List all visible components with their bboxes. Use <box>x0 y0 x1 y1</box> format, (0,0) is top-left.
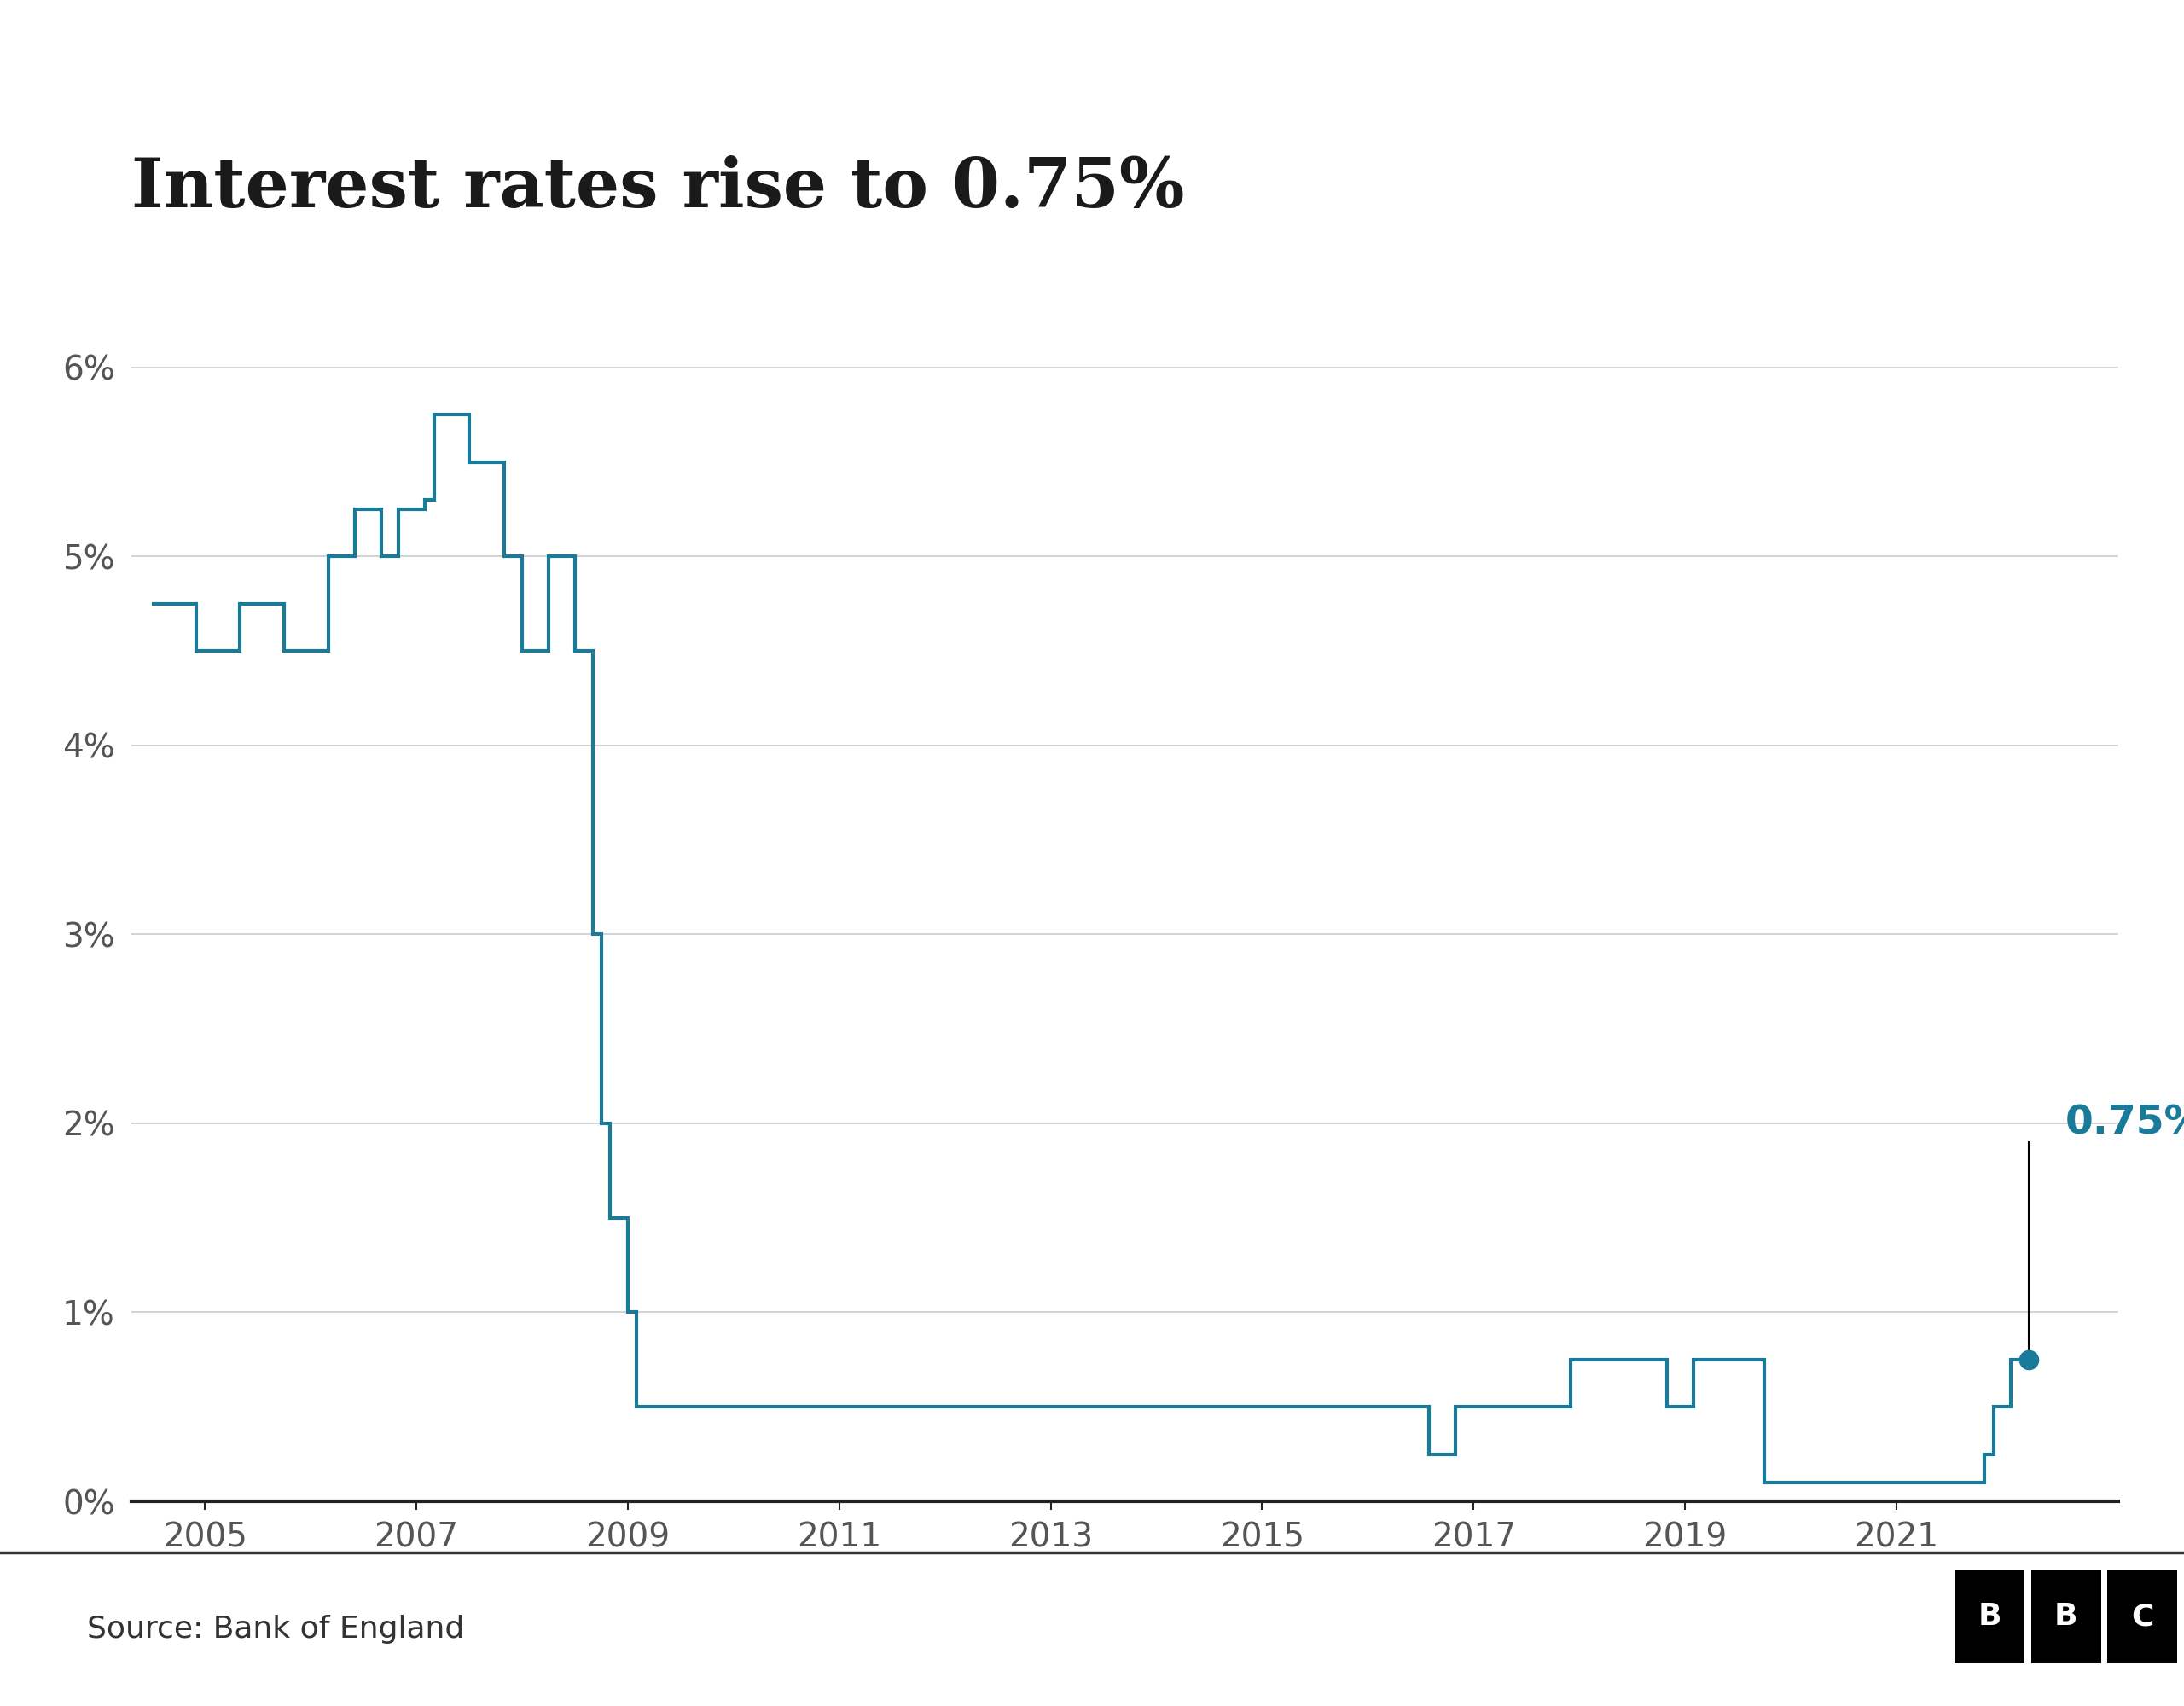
Text: B: B <box>1979 1602 2001 1631</box>
Text: Source: Bank of England: Source: Bank of England <box>87 1614 465 1645</box>
Text: 0.75%: 0.75% <box>2066 1104 2184 1143</box>
Text: C: C <box>2132 1602 2153 1631</box>
Text: Interest rates rise to 0.75%: Interest rates rise to 0.75% <box>131 155 1184 222</box>
Text: B: B <box>2055 1602 2077 1631</box>
